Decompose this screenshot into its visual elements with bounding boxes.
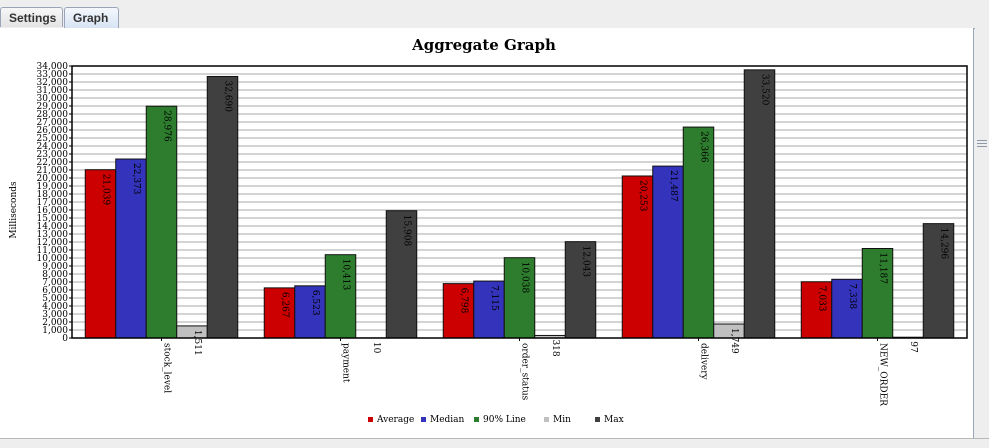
legend-label: Median (430, 415, 465, 425)
data-label: 28,976 (162, 110, 172, 142)
data-label: 7,115 (489, 285, 499, 311)
chart-title: Aggregate Graph (411, 36, 556, 54)
data-label: 7,033 (817, 286, 827, 312)
data-label: 12,043 (581, 246, 591, 278)
legend-label: Max (604, 415, 624, 425)
data-label: 20,253 (638, 180, 648, 212)
legend-swatch (421, 417, 426, 422)
data-label: 21,487 (668, 170, 678, 202)
x-tick-label: order_status (520, 343, 530, 401)
data-label: 6,523 (310, 290, 320, 316)
x-tick-label: stock_level (162, 343, 172, 393)
data-label: 21,039 (101, 174, 111, 206)
data-label: 14,296 (939, 228, 949, 260)
data-label: 10,413 (341, 259, 351, 291)
legend-swatch (474, 417, 479, 422)
x-tick-label: delivery (699, 343, 709, 381)
data-label: 26,366 (699, 131, 709, 163)
legend-label: Average (376, 415, 414, 425)
y-tick-label: 34,000 (37, 62, 69, 72)
vertical-scrollbar[interactable] (975, 28, 989, 438)
bar (744, 70, 775, 338)
x-tick-label: payment (341, 343, 351, 383)
legend-swatch (544, 417, 549, 422)
data-label: 15,908 (402, 215, 412, 247)
aggregate-graph: Aggregate Graph 01,0002,0003,0004,0005,0… (0, 28, 973, 438)
legend-label: 90% Line (483, 415, 526, 425)
data-label: 1,749 (729, 328, 739, 354)
legend: Average Median 90% Line Min Max (368, 415, 624, 425)
y-axis: 01,0002,0003,0004,0005,0006,0007,0008,00… (37, 62, 73, 344)
bar (207, 76, 238, 338)
data-label: 10,038 (520, 262, 530, 294)
scrollbar-grip[interactable] (977, 140, 987, 149)
data-label: 318 (550, 339, 560, 356)
tab-bar: Settings Graph (0, 0, 989, 29)
x-tick-label: NEW_ORDER (878, 343, 888, 406)
data-label: 33,520 (760, 74, 770, 106)
data-label: 10 (371, 342, 381, 354)
tab-settings[interactable]: Settings (0, 7, 63, 27)
y-axis-label: Milliseconds (9, 181, 19, 239)
legend-swatch (595, 417, 600, 422)
data-label: 6,267 (280, 292, 290, 318)
data-label: 11,187 (878, 253, 888, 285)
tab-graph[interactable]: Graph (64, 7, 119, 28)
data-label: 22,373 (131, 163, 141, 195)
data-label: 32,690 (223, 80, 233, 112)
data-label: 1,511 (192, 330, 202, 356)
data-label: 7,338 (847, 283, 857, 309)
data-label: 97 (908, 341, 918, 353)
legend-swatch (368, 417, 373, 422)
legend-label: Min (553, 415, 571, 425)
data-label: 6,798 (459, 288, 469, 314)
